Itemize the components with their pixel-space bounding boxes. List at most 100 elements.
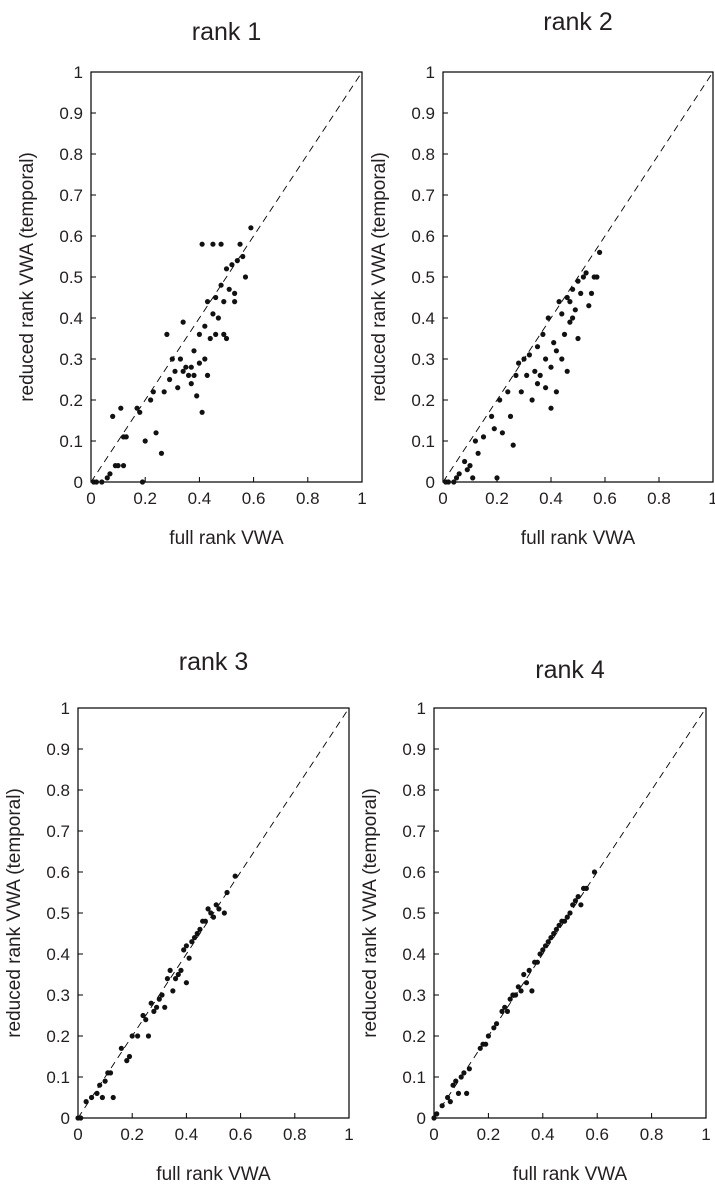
data-point — [221, 331, 227, 337]
x-axis-label: full rank VWA — [169, 528, 284, 549]
data-point — [134, 405, 140, 411]
y-tick-label: 0 — [74, 473, 83, 492]
identity-line — [442, 71, 714, 483]
y-axis-label: reduced rank VWA (temporal) — [17, 152, 38, 402]
data-point — [570, 286, 576, 292]
data-point — [99, 479, 105, 485]
x-tick-label: 0.8 — [640, 1125, 664, 1144]
data-point — [137, 409, 143, 415]
data-point — [140, 1012, 146, 1019]
data-point — [151, 1008, 157, 1015]
data-point — [123, 434, 129, 440]
x-tick-label: 0.4 — [531, 1125, 555, 1144]
chart-panel-4: rank 4 0 0.2 0.4 0.6 0.8 1 0 0.1 0.2 0.3 0.4 0.5 0.6 0… — [360, 656, 711, 1185]
chart-panel-3: rank 3 0 0.2 0.4 0.6 0.8 1 0 0.1 0.2 0.3 0.4 0.5 0.6 0… — [4, 648, 354, 1185]
x-tick-label: 0.4 — [175, 1125, 199, 1144]
data-point — [466, 1066, 472, 1072]
y-tick-label: 0.4 — [402, 945, 426, 964]
data-point — [188, 364, 194, 370]
data-point — [491, 1025, 497, 1031]
data-point — [526, 352, 533, 358]
y-tick-label: 0.3 — [46, 986, 70, 1005]
data-point — [477, 1045, 483, 1051]
data-point — [542, 943, 549, 949]
data-point — [120, 463, 127, 469]
data-point — [183, 980, 189, 986]
x-tick-label: 0.2 — [133, 489, 157, 508]
data-point — [575, 894, 581, 900]
data-point — [450, 1082, 456, 1088]
x-tick-label: 1 — [701, 1125, 710, 1144]
y-tick-label: 1 — [74, 63, 83, 82]
data-point — [191, 348, 197, 354]
y-tick-label: 0.7 — [46, 822, 70, 841]
x-tick-label: 0.6 — [242, 489, 266, 508]
data-point — [213, 331, 219, 337]
x-tick-label: 0 — [86, 489, 95, 508]
data-point — [583, 885, 589, 892]
data-point — [142, 438, 148, 444]
y-tick-label: 0 — [61, 1109, 70, 1128]
data-point — [170, 988, 176, 994]
x-tick-label: 0.2 — [477, 1125, 501, 1144]
y-tick-label: 0 — [417, 1109, 426, 1128]
data-point — [467, 463, 473, 469]
y-tick-label: 0.1 — [402, 1068, 426, 1087]
data-point — [462, 458, 468, 465]
data-point — [194, 930, 200, 937]
data-point — [156, 996, 162, 1002]
data-point — [545, 939, 551, 945]
data-point — [548, 935, 554, 941]
data-point — [164, 331, 170, 337]
data-point — [210, 241, 216, 247]
data-point — [180, 319, 186, 325]
data-point — [183, 364, 189, 370]
data-point — [572, 307, 578, 313]
data-point — [218, 241, 224, 247]
data-point — [183, 943, 189, 949]
data-point — [221, 299, 227, 305]
y-axis-label: reduced rank VWA (temporal) — [4, 788, 25, 1038]
data-point — [204, 372, 211, 378]
y-tick-label: 0.9 — [411, 104, 435, 123]
data-point — [191, 372, 197, 378]
data-point — [213, 294, 219, 301]
y-tick-label: 0.2 — [59, 391, 83, 410]
data-point — [172, 976, 179, 982]
data-point — [158, 450, 165, 456]
x-tick-label: 1 — [344, 1125, 353, 1144]
data-point — [499, 1008, 505, 1015]
data-point — [480, 434, 487, 440]
data-point — [102, 1078, 108, 1084]
data-point — [199, 409, 205, 415]
y-tick-label: 0.2 — [411, 391, 435, 410]
y-axis-label: reduced rank VWA (temporal) — [360, 788, 381, 1038]
data-point — [545, 315, 551, 321]
x-tick-label: 0.6 — [229, 1125, 253, 1144]
identity-line — [90, 71, 363, 483]
y-tick-label: 0.9 — [59, 104, 83, 123]
data-point — [551, 930, 557, 937]
data-point — [451, 479, 457, 485]
data-point — [223, 335, 230, 342]
y-tick-label: 0.3 — [59, 350, 83, 369]
data-point — [456, 471, 462, 477]
data-point — [153, 430, 159, 436]
data-point — [196, 360, 202, 366]
data-point — [215, 315, 221, 321]
data-point — [104, 475, 110, 481]
x-tick-label: 0.8 — [283, 1125, 307, 1144]
data-point — [83, 1099, 89, 1105]
data-point — [529, 988, 535, 994]
y-tick-label: 0.2 — [402, 1027, 426, 1046]
data-point — [445, 1094, 451, 1101]
data-point — [159, 992, 165, 998]
data-point — [194, 393, 200, 399]
data-point — [129, 1033, 135, 1039]
data-point — [197, 926, 203, 933]
data-point — [499, 430, 505, 436]
data-point — [515, 984, 521, 990]
data-point — [196, 331, 202, 337]
y-tick-label: 0.1 — [46, 1068, 70, 1087]
